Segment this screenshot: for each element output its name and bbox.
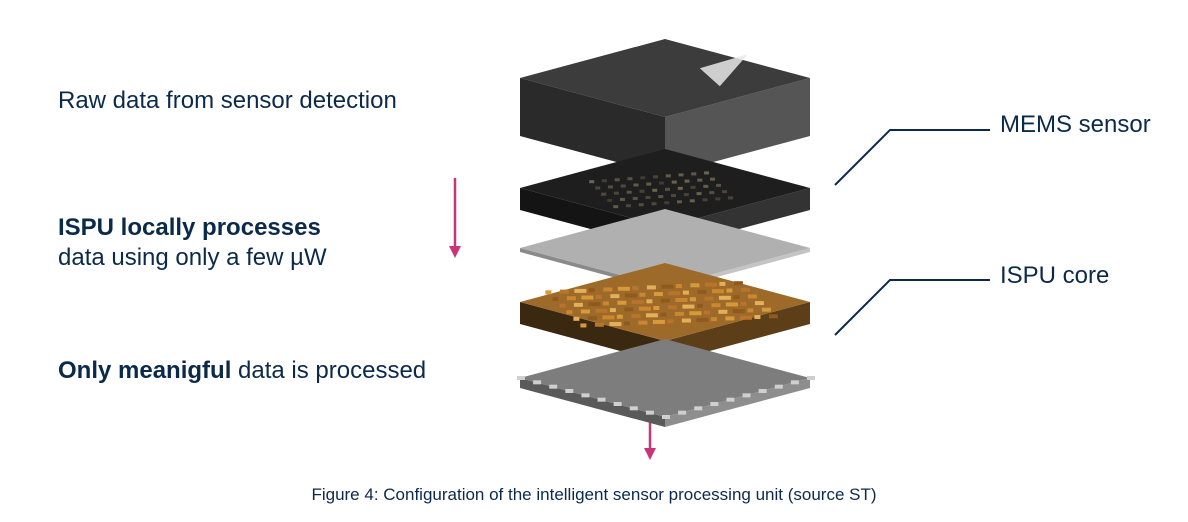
figure-caption: Figure 4: Configuration of the intellige…	[0, 485, 1188, 505]
layer-substrate	[0, 0, 1188, 522]
